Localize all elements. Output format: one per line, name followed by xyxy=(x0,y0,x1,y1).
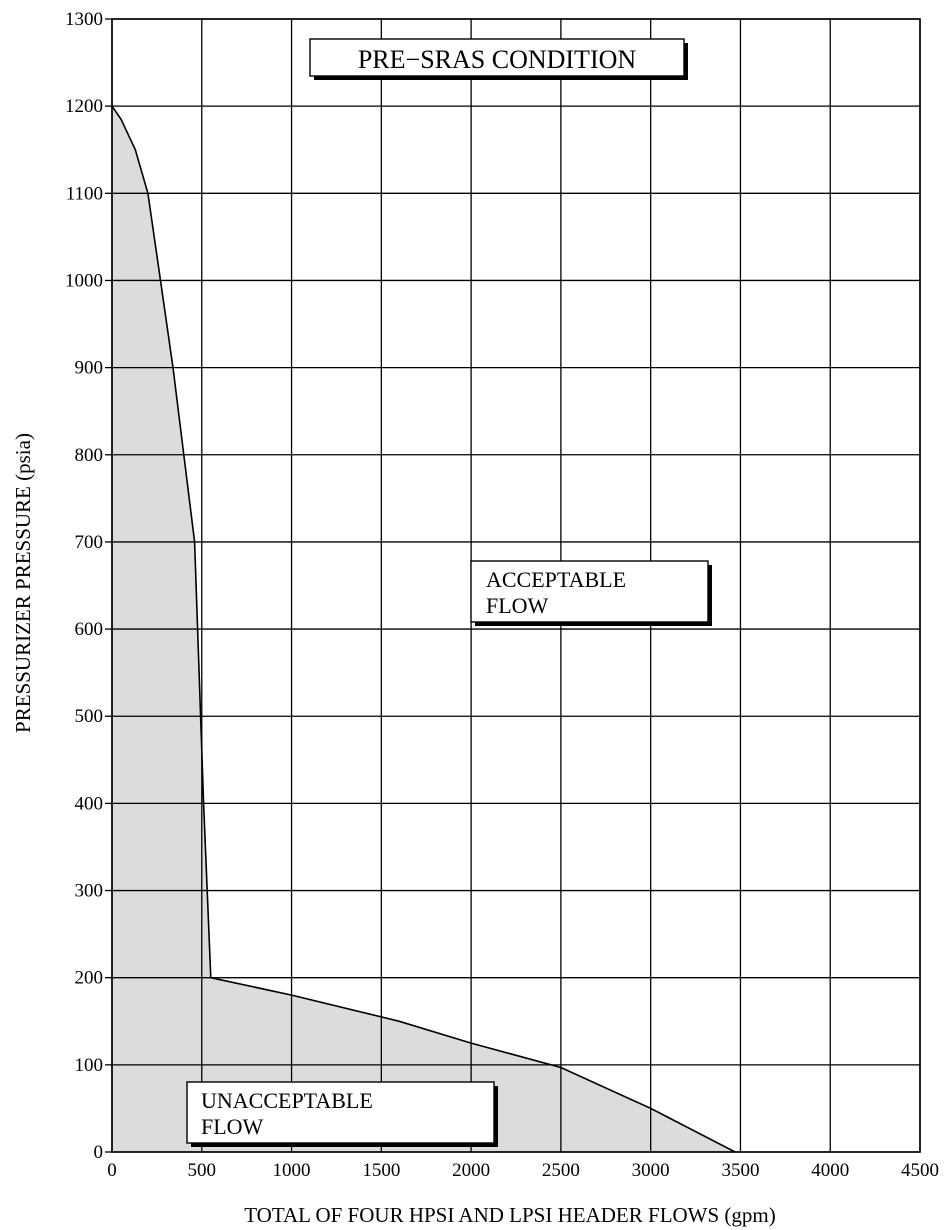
x-tick-label-500: 500 xyxy=(188,1160,217,1181)
x-tick-label-4500: 4500 xyxy=(901,1160,939,1181)
y-axis-title: PRESSURIZER PRESSURE (psia) xyxy=(11,433,35,733)
y-tick-label-200: 200 xyxy=(75,968,104,989)
x-tick-label-1500: 1500 xyxy=(362,1160,400,1181)
acceptable-flow-label-line2: FLOW xyxy=(486,593,549,618)
y-tick-label-700: 700 xyxy=(75,532,104,553)
y-tick-label-300: 300 xyxy=(75,881,104,902)
x-tick-label-3500: 3500 xyxy=(721,1160,759,1181)
x-axis-title: TOTAL OF FOUR HPSI AND LPSI HEADER FLOWS… xyxy=(244,1203,776,1227)
acceptable-flow-label-line1: ACCEPTABLE xyxy=(486,567,626,592)
y-tick-label-600: 600 xyxy=(75,619,104,640)
gridlines xyxy=(111,18,921,1153)
plot-frame xyxy=(111,18,921,1153)
acceptable-flow-box: ACCEPTABLE FLOW xyxy=(470,560,712,626)
y-tick-label-800: 800 xyxy=(75,445,104,466)
title-box: PRE−SRAS CONDITION xyxy=(309,38,688,80)
tick-labels: 0 500 1000 1500 2000 2500 3000 3500 4000 4500 0 100… xyxy=(65,9,939,1181)
unacceptable-flow-box: UNACCEPTABLE FLOW xyxy=(186,1081,498,1147)
x-tick-label-2000: 2000 xyxy=(452,1160,490,1181)
x-tick-label-3000: 3000 xyxy=(632,1160,670,1181)
x-tick-label-2500: 2500 xyxy=(542,1160,580,1181)
x-tick-label-4000: 4000 xyxy=(811,1160,849,1181)
y-tick-label-1200: 1200 xyxy=(65,96,103,117)
boundary-curve xyxy=(111,105,736,1153)
x-tick-label-0: 0 xyxy=(107,1160,117,1181)
boundary-curve-group xyxy=(111,105,736,1153)
y-tick-label-900: 900 xyxy=(75,358,104,379)
y-tick-label-500: 500 xyxy=(75,706,104,727)
y-tick-label-400: 400 xyxy=(75,793,104,814)
y-tick-label-1000: 1000 xyxy=(65,270,103,291)
y-tick-label-100: 100 xyxy=(75,1055,104,1076)
unacceptable-region-shading xyxy=(112,106,736,1153)
unacceptable-flow-label-line1: UNACCEPTABLE xyxy=(201,1088,373,1113)
y-tick-label-1300: 1300 xyxy=(65,9,103,30)
unacceptable-region-area xyxy=(112,106,736,1153)
chart-title: PRE−SRAS CONDITION xyxy=(358,45,637,74)
x-tick-label-1000: 1000 xyxy=(273,1160,311,1181)
unacceptable-flow-label-line2: FLOW xyxy=(201,1114,264,1139)
y-tick-label-0: 0 xyxy=(94,1142,104,1163)
y-tick-label-1100: 1100 xyxy=(66,183,103,204)
